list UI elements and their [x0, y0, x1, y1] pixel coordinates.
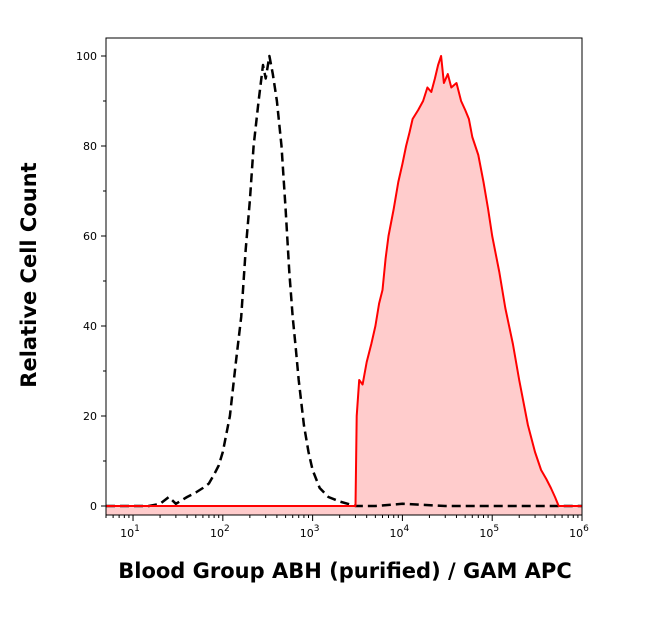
y-tick-label: 40: [83, 320, 97, 333]
y-tick-label: 100: [76, 50, 97, 63]
y-tick-label: 80: [83, 140, 97, 153]
line-layer: [106, 54, 582, 508]
y-tick-label: 20: [83, 410, 97, 423]
y-tick-label: 60: [83, 230, 97, 243]
series-fill-1: [106, 56, 582, 515]
x-axis: 101 102 103 104 105 106: [105, 515, 589, 540]
x-tick-label: 101: [120, 524, 140, 540]
x-tick-label: 106: [569, 524, 589, 540]
fill-layer: [106, 56, 582, 515]
series-line-0: [106, 54, 582, 508]
x-tick-label: 104: [390, 524, 410, 540]
x-axis-title: Blood Group ABH (purified) / GAM APC: [118, 559, 571, 583]
y-tick-label: 0: [90, 500, 97, 513]
y-axis-title: Relative Cell Count: [17, 162, 41, 387]
x-tick-label: 105: [479, 524, 499, 540]
x-tick-label: 103: [300, 524, 320, 540]
y-axis: 0 20 40 60 80 100: [76, 50, 106, 513]
x-tick-label: 102: [210, 524, 230, 540]
plot-frame: [105, 37, 583, 516]
series-line-1: [106, 55, 582, 507]
